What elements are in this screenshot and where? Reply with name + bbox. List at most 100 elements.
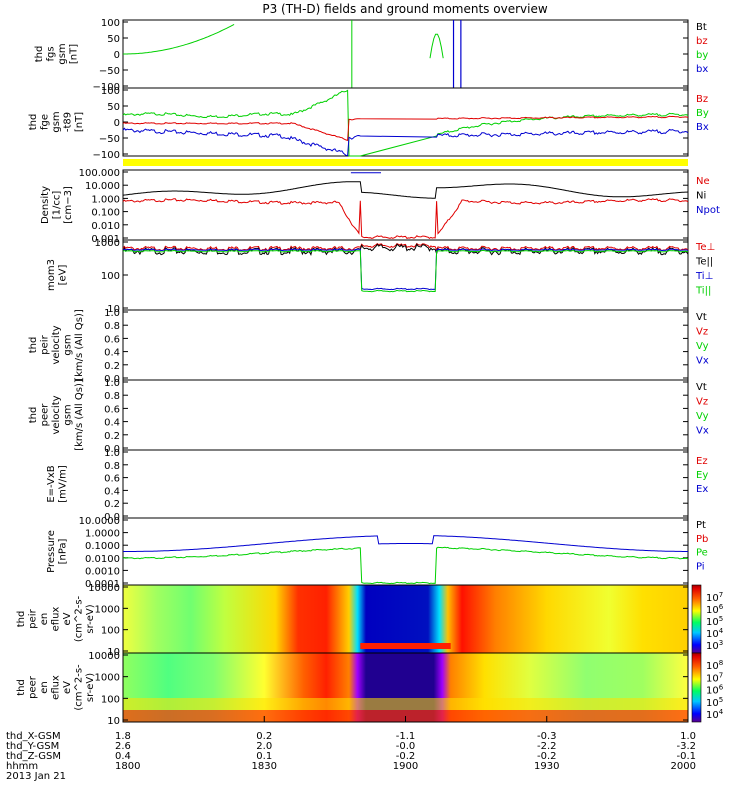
- y-axis-label-line: [nPa]: [58, 538, 69, 564]
- y-tick-label: 0: [114, 50, 120, 61]
- y-axis-label-line: thd: [28, 407, 39, 424]
- y-axis-label-line: thd: [34, 46, 45, 63]
- y-axis-label: thd peir en eflux eV (cm^2-s-sr-eV): [16, 595, 96, 642]
- colorbar-tick-label: 108: [706, 659, 723, 672]
- legend-entry: Ne: [696, 176, 710, 187]
- colorbar-tick-label: 104: [706, 708, 724, 721]
- y-axis-label: mom3 [eV]: [46, 259, 69, 291]
- figure-title: P3 (TH-D) fields and ground moments over…: [262, 2, 547, 16]
- y-tick-label: 10.0000: [79, 516, 120, 527]
- colorbar-tick-label: 104: [706, 627, 724, 640]
- time-axis-tick-label: -0.2: [396, 751, 416, 762]
- legend-entry: Ey: [696, 470, 708, 481]
- y-tick-label: 0.0: [104, 512, 120, 523]
- y-tick-label: 1000: [95, 673, 120, 684]
- legend-entry: by: [696, 50, 708, 61]
- panel-frame: [122, 517, 689, 586]
- panel-frame: [122, 169, 689, 241]
- trace-Ti-perp: [122, 248, 689, 291]
- y-tick-label: 0.2: [104, 431, 120, 442]
- legend-entry: Bx: [696, 122, 709, 133]
- time-axis-tick-label: -0.0: [396, 741, 416, 752]
- legend-entry: Bt: [696, 22, 707, 33]
- y-axis-label: thd peer velocity gsm [km/s (All Qs)]: [28, 379, 85, 451]
- panel-frame: [122, 379, 689, 451]
- time-axis-tick-label: 2000: [671, 761, 696, 772]
- trace-Pi: [123, 535, 688, 552]
- panel-fgs: 100 50 0 −50 −100 thd fgs gsm [nT] Bt bz by bx: [34, 18, 708, 93]
- legend-entry: Vt: [696, 382, 707, 393]
- time-axis-row-label: thd_Y-GSM: [6, 741, 59, 752]
- time-axis-tick-label: 0.1: [256, 751, 272, 762]
- y-axis-label-line: peir: [28, 608, 39, 628]
- y-axis-label: Pressure [nPa]: [46, 530, 69, 573]
- yellow-flag-bar: [123, 159, 688, 166]
- legend-entry: Te⊥: [695, 242, 715, 253]
- trace-by: [123, 23, 235, 55]
- panel-ve: 1.0 0.8 0.6 0.4 0.2 0.0 thd peer velocity gsm [km/…: [28, 378, 709, 455]
- y-tick-label: 0.2: [104, 499, 120, 510]
- y-axis-label-line: velocity: [51, 325, 62, 364]
- colorbar-tick-label: 105: [706, 696, 723, 709]
- time-axis-tick-label: 2.6: [115, 741, 131, 752]
- trace-Bx: [122, 127, 689, 157]
- y-tick-label: 0.4: [104, 486, 120, 497]
- y-tick-label: 0.6: [104, 474, 120, 485]
- time-axis-tick-label: 0.4: [115, 751, 131, 762]
- y-tick-label: 1000: [95, 604, 120, 615]
- time-axis-tick-label: 1800: [115, 761, 140, 772]
- time-axis-tick-label: 1830: [252, 761, 277, 772]
- y-tick-label: 100: [101, 626, 120, 637]
- panel-frame: [122, 449, 689, 519]
- time-axis-tick-label: -0.1: [676, 751, 696, 762]
- y-tick-label: 1.0: [104, 448, 120, 459]
- colorbar-tick-label: 107: [706, 671, 723, 684]
- y-tick-label: 0.001: [91, 234, 120, 245]
- time-axis-tick-label: -0.2: [537, 751, 557, 762]
- y-axis-label-line: fgs: [46, 46, 57, 61]
- y-axis-label-line: en: [39, 613, 50, 626]
- panel-frame: [122, 19, 689, 89]
- spectrogram-low-energy-band: [360, 643, 451, 649]
- trace-Ni: [122, 181, 689, 199]
- trace-By: [122, 89, 689, 157]
- legend-entry: Vz: [696, 397, 708, 408]
- legend-entry: Pt: [696, 520, 706, 531]
- y-tick-label: 1.0: [104, 308, 120, 319]
- y-axis-label: thd peir velocity gsm [km/s (All Qs)]: [28, 309, 85, 381]
- time-axis-tick-label: -3.2: [676, 741, 696, 752]
- time-axis-tick-label: 1.8: [115, 731, 131, 742]
- y-tick-label: 100: [101, 694, 120, 705]
- panel-fge: 100 50 0 −50 −100 thd fge gsm -t89 [nT] Bz By Bx: [28, 86, 709, 161]
- legend-entry: Npot: [696, 205, 720, 216]
- y-tick-label: 0.1000: [85, 541, 120, 552]
- y-axis-label-line: [km/s (All Qs)]: [74, 309, 85, 381]
- y-axis-label-line: thd: [28, 114, 39, 131]
- panel-frame: [122, 87, 689, 157]
- legend-entry: bz: [696, 36, 708, 47]
- time-axis-tick-label: 1900: [393, 761, 418, 772]
- panel-temp: 1000 100 10 mom3 [eV] Te⊥ Te|| Ti⊥ Ti||: [46, 238, 715, 315]
- y-axis-label-line: velocity: [51, 395, 62, 434]
- legend-entry: By: [696, 108, 709, 119]
- legend-entry: Vx: [696, 356, 709, 367]
- colorbar-tick-label: 106: [706, 684, 724, 697]
- y-tick-label: 0.8: [104, 461, 120, 472]
- colorbar-tick-label: 107: [706, 591, 723, 604]
- y-tick-label: 1.0000: [85, 529, 120, 540]
- y-axis-label-line: Pressure: [46, 530, 57, 573]
- colorbar-tick-label: 106: [706, 603, 724, 616]
- spectrogram-band: [123, 698, 688, 710]
- legend-entry: Ex: [696, 484, 708, 495]
- y-tick-label: 1.0: [104, 378, 120, 389]
- y-axis-label: E=-VxB [mV/m]: [46, 465, 69, 503]
- trace-Ti-par: [122, 249, 689, 293]
- y-tick-label: 0.0010: [85, 566, 120, 577]
- y-tick-label: 0.2: [104, 361, 120, 372]
- y-tick-label: −100: [93, 150, 120, 161]
- trace-Te-perp: [122, 242, 689, 252]
- y-axis-label: thd fgs gsm [nT]: [34, 43, 80, 64]
